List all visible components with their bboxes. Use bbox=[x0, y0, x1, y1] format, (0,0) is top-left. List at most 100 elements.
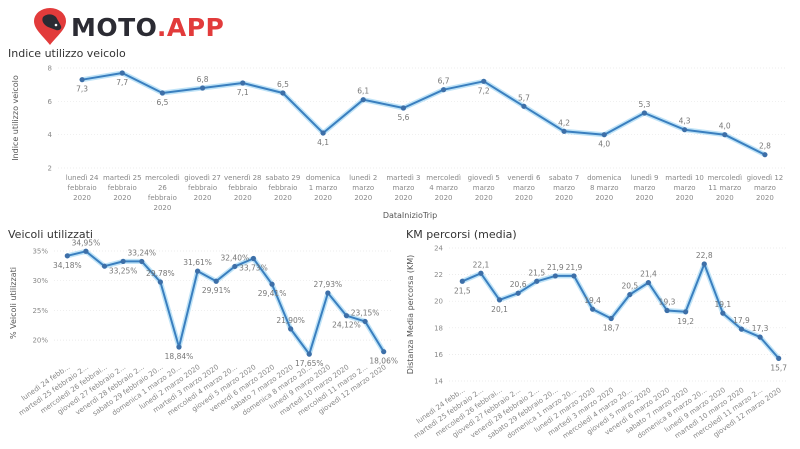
data-point bbox=[176, 344, 182, 350]
data-point bbox=[683, 309, 689, 315]
data-point bbox=[325, 290, 331, 296]
data-point bbox=[159, 90, 166, 96]
data-point bbox=[64, 253, 70, 259]
x-tick-label: giovedì 5 marzo 2020 bbox=[468, 174, 500, 202]
logo-text-accent: .APP bbox=[156, 12, 225, 42]
data-label: 19,4 bbox=[584, 296, 601, 305]
data-label: 5,7 bbox=[518, 93, 530, 102]
data-label: 7,7 bbox=[116, 78, 128, 87]
data-label: 21,5 bbox=[454, 286, 471, 295]
data-label: 23,15% bbox=[351, 308, 380, 317]
data-point bbox=[288, 326, 294, 332]
data-point bbox=[701, 261, 707, 267]
data-point bbox=[381, 349, 387, 355]
data-label: 31,61% bbox=[183, 258, 212, 267]
x-tick-label: mercoledì 4 marzo 2020 bbox=[426, 174, 461, 202]
series-line bbox=[81, 72, 766, 156]
x-tick-label: lunedì 24 febbraio 2020 bbox=[66, 174, 99, 202]
x-tick-label-line: 4 marzo bbox=[429, 184, 458, 192]
x-tick-label-line: 2020 bbox=[756, 194, 774, 202]
x-tick-label: venerdì 28 febbraio 2020 bbox=[224, 174, 261, 202]
data-label: 21,9 bbox=[547, 263, 564, 272]
data-point bbox=[139, 258, 145, 265]
data-label: 29,78% bbox=[146, 269, 175, 278]
y-tick-label: 14 bbox=[434, 378, 443, 386]
data-label: 20,1 bbox=[491, 305, 508, 314]
y-tick-label: 6 bbox=[48, 98, 53, 106]
data-point bbox=[608, 315, 614, 322]
data-point bbox=[664, 307, 670, 314]
data-label: 7,2 bbox=[478, 86, 490, 95]
x-tick-label-line: sabato 7 bbox=[549, 174, 579, 182]
data-point bbox=[757, 334, 763, 340]
x-tick-label-line: 2020 bbox=[435, 194, 453, 202]
data-label: 19,1 bbox=[715, 300, 732, 309]
data-point bbox=[199, 85, 206, 91]
data-label: 4,1 bbox=[317, 138, 329, 147]
x-tick-label-line: 2020 bbox=[555, 194, 573, 202]
data-label: 7,3 bbox=[76, 85, 88, 94]
x-tick-label-line: febbraio bbox=[188, 184, 217, 192]
x-tick-label-line: mercoledì bbox=[707, 174, 742, 182]
data-point bbox=[496, 297, 503, 303]
x-tick-label: lunedì 9 marzo 2020 bbox=[630, 174, 658, 202]
data-label: 5,6 bbox=[397, 113, 409, 122]
map-pin-helmet-icon bbox=[34, 8, 66, 45]
x-tick-label: lunedì 2 marzo 2020 bbox=[349, 174, 377, 202]
y-tick-label: 25% bbox=[32, 307, 48, 315]
x-tick-label-line: febbraio bbox=[228, 184, 257, 192]
x-tick-label-line: febbraio bbox=[108, 184, 137, 192]
data-point bbox=[776, 355, 782, 361]
data-label: 17,65% bbox=[295, 359, 324, 368]
data-label: 21,5 bbox=[528, 268, 545, 277]
data-label: 21,90% bbox=[276, 316, 305, 325]
y-tick-label: 30% bbox=[32, 277, 48, 285]
data-label: 18,84% bbox=[165, 352, 194, 361]
x-tick-label-line: lunedì 24 bbox=[66, 174, 99, 182]
y-tick-label: 18 bbox=[434, 324, 443, 332]
data-point bbox=[83, 248, 89, 254]
x-tick-label-line: febbraio bbox=[68, 184, 97, 192]
data-label: 18,7 bbox=[603, 323, 620, 332]
series-line bbox=[461, 263, 780, 360]
x-tick-label-line: marzo bbox=[513, 184, 535, 192]
data-label: 34,18% bbox=[53, 261, 82, 270]
data-point bbox=[280, 90, 286, 96]
x-tick-label-line: domenica bbox=[306, 174, 340, 182]
y-tick-label: 35% bbox=[32, 247, 48, 255]
x-tick-label: martedì 10 marzo 2020 bbox=[665, 174, 704, 202]
x-tick-label-line: 2020 bbox=[354, 194, 372, 202]
x-tick-label: domenica 8 marzo 2020 bbox=[587, 174, 621, 202]
data-point bbox=[571, 273, 577, 279]
data-label: 17,9 bbox=[733, 316, 750, 325]
data-label: 32,40% bbox=[221, 253, 250, 262]
x-tick-label-line: domenica bbox=[587, 174, 621, 182]
x-tick-label: giovedì 27 febbraio 2020 bbox=[184, 174, 221, 202]
data-point bbox=[738, 326, 745, 332]
x-tick-label-line: marzo bbox=[392, 184, 414, 192]
x-tick-label: mercoledì 26 febbraio 2020 bbox=[145, 174, 180, 212]
x-tick-label-line: martedì 3 bbox=[386, 174, 420, 182]
data-label: 6,1 bbox=[357, 87, 369, 96]
x-tick-label-line: marzo bbox=[352, 184, 374, 192]
series-line bbox=[67, 250, 385, 356]
data-point bbox=[762, 152, 768, 158]
x-tick-label-line: febbraio bbox=[268, 184, 297, 192]
x-axis-title: DataInizioTrip bbox=[383, 211, 437, 220]
x-tick-label-line: giovedì 5 bbox=[468, 174, 500, 182]
data-point bbox=[681, 127, 688, 133]
x-tick-label-line: mercoledì bbox=[145, 174, 180, 182]
x-tick-label-line: martedì 25 bbox=[103, 174, 142, 182]
x-tick-label: giovedì 12 marzo 2020 bbox=[747, 174, 784, 202]
data-label: 33,25% bbox=[109, 266, 138, 275]
x-tick-label-line: marzo bbox=[633, 184, 655, 192]
data-point bbox=[459, 278, 465, 284]
y-tick-label: 8 bbox=[48, 65, 52, 73]
data-label: 4,3 bbox=[679, 117, 691, 126]
data-point bbox=[79, 77, 85, 83]
y-tick-label: 20 bbox=[434, 298, 443, 306]
y-tick-label: 24 bbox=[434, 245, 443, 253]
data-point bbox=[645, 279, 652, 286]
data-label: 20,6 bbox=[510, 280, 527, 289]
